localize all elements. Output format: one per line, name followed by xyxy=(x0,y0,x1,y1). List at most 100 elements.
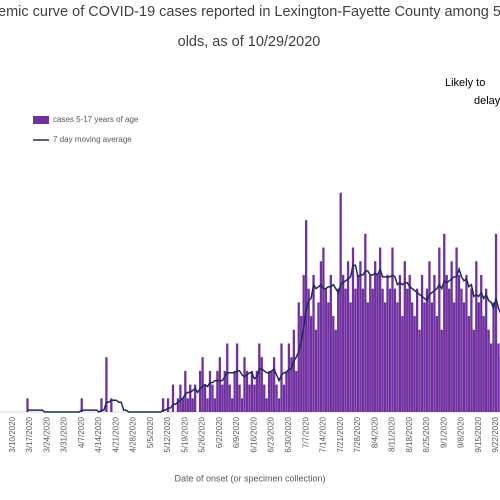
bar xyxy=(255,370,258,412)
x-tick-label: 9/8/2020 xyxy=(457,416,466,448)
bar xyxy=(327,302,330,412)
bar xyxy=(201,357,204,412)
bar xyxy=(100,398,103,412)
bar xyxy=(462,302,466,412)
bar xyxy=(228,384,231,412)
bar xyxy=(401,316,404,412)
bar xyxy=(430,302,434,412)
bar xyxy=(110,398,113,412)
bar xyxy=(275,384,278,412)
bar xyxy=(413,316,416,412)
bar xyxy=(477,302,480,412)
bar xyxy=(211,384,214,412)
bar xyxy=(475,261,478,412)
bar xyxy=(497,343,500,412)
bar xyxy=(300,316,303,412)
bar xyxy=(194,384,197,412)
bar xyxy=(341,274,345,412)
bar xyxy=(467,316,471,412)
bar xyxy=(448,288,451,412)
bar xyxy=(472,329,475,412)
moving-average-line xyxy=(27,264,500,413)
bar xyxy=(250,370,254,412)
bar xyxy=(265,398,268,412)
bar xyxy=(378,247,382,412)
bar xyxy=(253,384,256,412)
bar xyxy=(406,288,409,412)
bar xyxy=(383,302,387,412)
bar xyxy=(480,274,483,412)
bar xyxy=(297,302,300,412)
bar xyxy=(186,398,189,412)
bar xyxy=(189,384,192,412)
annotation: Likely to xyxy=(445,77,485,89)
bar xyxy=(26,398,29,412)
bar xyxy=(105,357,108,412)
annotation: delay xyxy=(474,95,500,107)
bar xyxy=(349,302,352,412)
bar xyxy=(324,288,328,412)
x-tick-label: 9/15/2020 xyxy=(474,416,483,452)
bar xyxy=(240,398,244,412)
bar xyxy=(184,370,187,412)
bar xyxy=(307,288,310,412)
bar xyxy=(415,288,419,412)
x-tick-label: 8/18/2020 xyxy=(405,416,414,452)
bar xyxy=(428,261,431,412)
bar xyxy=(438,247,441,412)
bar xyxy=(450,261,453,412)
bar xyxy=(494,233,498,412)
bar xyxy=(487,329,490,412)
bar xyxy=(452,302,456,412)
x-tick-label: 6/16/2020 xyxy=(249,416,258,452)
bar xyxy=(376,274,379,412)
x-tick-label: 3/24/2020 xyxy=(42,416,51,452)
bar xyxy=(388,288,392,412)
bar xyxy=(354,288,357,412)
bar xyxy=(366,302,369,412)
x-tick-label: 3/31/2020 xyxy=(60,416,69,452)
x-tick-label: 7/21/2020 xyxy=(336,416,345,452)
legend-label: cases 5-17 years of age xyxy=(53,115,139,124)
bar xyxy=(425,288,429,412)
bar xyxy=(198,370,202,412)
x-tick-label: 4/28/2020 xyxy=(129,416,138,452)
bar xyxy=(420,274,424,412)
bar xyxy=(238,384,241,412)
bar xyxy=(285,370,288,412)
x-tick-label: 6/2/2020 xyxy=(215,416,224,448)
bar xyxy=(268,370,271,412)
bar xyxy=(411,302,414,412)
x-tick-label: 7/14/2020 xyxy=(319,416,328,452)
bar xyxy=(344,288,347,412)
bar xyxy=(203,384,207,412)
bar xyxy=(80,398,83,412)
bar xyxy=(356,274,360,412)
x-tick-label: 5/19/2020 xyxy=(180,416,189,452)
x-tick-label: 8/11/2020 xyxy=(388,416,397,452)
x-tick-label: 3/17/2020 xyxy=(25,416,34,452)
bar xyxy=(161,398,165,412)
bar xyxy=(309,316,313,412)
x-tick-label: 7/7/2020 xyxy=(301,416,310,448)
bar xyxy=(381,288,384,412)
bar xyxy=(460,288,463,412)
bar xyxy=(371,288,374,412)
bar xyxy=(260,357,263,412)
bar xyxy=(166,398,170,412)
x-tick-label: 4/7/2020 xyxy=(77,416,86,448)
bar xyxy=(359,261,362,412)
bar xyxy=(398,274,402,412)
bar xyxy=(176,398,180,412)
x-tick-label: 5/26/2020 xyxy=(198,416,207,452)
bar xyxy=(334,329,337,412)
bar xyxy=(295,370,298,412)
bar xyxy=(181,398,185,412)
x-tick-label: 6/30/2020 xyxy=(284,416,293,452)
bar xyxy=(346,261,350,412)
x-tick-label: 4/14/2020 xyxy=(94,416,103,452)
x-tick-label: 8/4/2020 xyxy=(370,416,379,448)
bar xyxy=(440,329,443,412)
x-tick-label: 7/28/2020 xyxy=(353,416,362,452)
